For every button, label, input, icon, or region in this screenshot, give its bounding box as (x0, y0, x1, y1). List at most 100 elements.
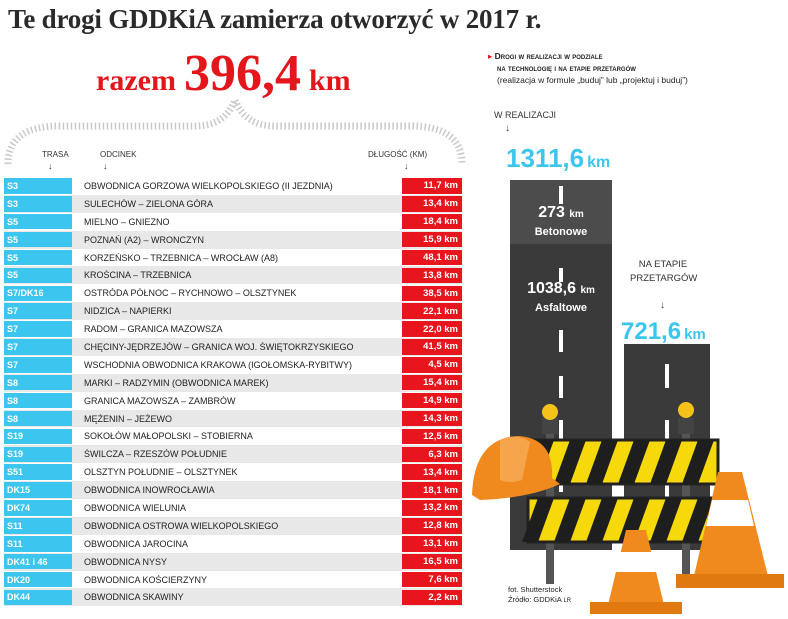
right-heading: ▸ Drogi w realizacji w podziale na techn… (488, 51, 688, 85)
length-value: 7,6 km (402, 571, 462, 588)
construction-illustration (472, 402, 784, 614)
traffic-cone-icon (590, 530, 682, 614)
length-value: 18,1 km (402, 482, 462, 498)
route-badge: S7 (4, 339, 72, 355)
section-name: OBWODNICA GORZOWA WIELKOPOLSKIEGO (II JE… (84, 180, 333, 191)
route-badge: S7 (4, 303, 72, 319)
table-row: S7 CHĘCINY-JĘDRZEJÓW – GRANICA WOJ. ŚWIĘT… (4, 338, 462, 356)
source-note: fot. Shutterstock Źródło: GDDKiA LR (508, 585, 572, 604)
length-value: 13,1 km (402, 536, 462, 552)
section-name: GRANICA MAZOWSZA – ZAMBRÓW (84, 395, 236, 406)
route-badge: S8 (4, 410, 72, 427)
section-name: OSTRÓDA PÓŁNOC – RYCHNOWO – OLSZTYNEK (84, 288, 297, 299)
table-row: S5 KROŚCINA – TRZEBNICA 13,8 km (4, 266, 462, 285)
route-badge: S11 (4, 536, 72, 552)
table-row: S7 RADOM – GRANICA MAZOWSZA 22,0 km (4, 320, 462, 338)
route-badge: S3 (4, 178, 72, 194)
section-name: OBWODNICA SKAWINY (84, 592, 184, 603)
table-row: S5 MIELNO – GNIEZNO 18,4 km (4, 213, 462, 231)
table-row: S5 POZNAŃ (A2) – WRONCZYN 15,9 km (4, 230, 462, 249)
section-name: SOKOŁÓW MAŁOPOLSKI – STOBIERNA (84, 431, 253, 442)
table-row: S19 SOKOŁÓW MAŁOPOLSKI – STOBIERNA 12,5 km (4, 427, 462, 445)
route-badge: S7 (4, 321, 72, 337)
section-name: KROŚCINA – TRZEBNICA (84, 270, 192, 281)
col-header-odcinek: ODCINEK ↓ (100, 150, 137, 171)
length-value: 14,3 km (402, 410, 462, 427)
length-value: 41,5 km (402, 339, 462, 355)
table-row: S8 MĘŻENIN – JEŻEWO 14,3 km (4, 409, 462, 428)
route-badge: S19 (4, 428, 72, 445)
heading-line-1: Drogi w realizacji w podziale (494, 51, 603, 61)
length-value: 15,9 km (402, 231, 462, 248)
table-row: S7 WSCHODNIA OBWODNICA KRAKOWA (IGOŁOMSKA… (4, 356, 462, 374)
table-row: S8 MARKI – RADZYMIN (OBWODNICA MAREK) 15,4… (4, 373, 462, 392)
route-badge: S5 (4, 213, 72, 230)
heading-line-2: na technologię i na etapie przetargów (497, 63, 636, 73)
table-row: S3 SULECHÓW – ZIELONA GÓRA 13,4 km (4, 194, 462, 213)
table-row: S19 ŚWILCZA – RZESZÓW POŁUDNIE 6,3 km (4, 445, 462, 464)
table-row: S3 OBWODNICA GORZOWA WIELKOPOLSKIEGO (II … (4, 177, 462, 195)
length-value: 16,5 km (402, 553, 462, 570)
length-value: 15,4 km (402, 374, 462, 391)
section-name: OBWODNICA OSTROWA WIELKOPOLSKIEGO (84, 520, 279, 531)
length-value: 22,0 km (402, 321, 462, 337)
page-title: Te drogi GDDKiA zamierza otworzyć w 2017… (8, 4, 542, 34)
total-unit: km (308, 64, 351, 97)
route-badge: S8 (4, 374, 72, 391)
section-name: MĘŻENIN – JEŻEWO (84, 413, 173, 424)
route-badge: S8 (4, 392, 72, 409)
route-badge: S7 (4, 357, 72, 373)
route-badge: S5 (4, 267, 72, 284)
table-row: S11 OBWODNICA JAROCINA 13,1 km (4, 535, 462, 553)
table-row: DK20 OBWODNICA KOŚCIERZYNY 7,6 km (4, 571, 462, 589)
table-row: DK41 i 46 OBWODNICA NYSY 16,5 km (4, 552, 462, 571)
length-value: 13,4 km (402, 464, 462, 480)
section-name: NIDZICA – NAPIERKI (84, 306, 172, 317)
route-badge: DK20 (4, 571, 72, 588)
route-badge: S7/DK16 (4, 285, 72, 302)
length-value: 48,1 km (402, 249, 462, 266)
section-name: OLSZTYN POŁUDNIE – OLSZTYNEK (84, 467, 238, 478)
warning-lamp-icon (678, 402, 694, 434)
section-name: SULECHÓW – ZIELONA GÓRA (84, 198, 214, 209)
length-value: 12,5 km (402, 428, 462, 445)
section-name: OBWODNICA JAROCINA (84, 538, 189, 549)
table-row: DK15 OBWODNICA INOWROCŁAWIA 18,1 km (4, 481, 462, 500)
przetargi-label: NA ETAPIE PRZETARGÓW (630, 259, 698, 284)
dotted-brace (4, 96, 466, 165)
length-value: 22,1 km (402, 303, 462, 319)
traffic-cone-icon (676, 472, 784, 588)
down-arrow-icon: ↓ (505, 123, 510, 134)
route-badge: S3 (4, 196, 72, 212)
total-value: 396,4 (183, 45, 301, 102)
section-name: OBWODNICA INOWROCŁAWIA (84, 485, 215, 496)
down-arrow-icon: ↓ (660, 300, 665, 311)
section-name: OBWODNICA NYSY (84, 556, 168, 567)
przetargi-value: 721,6 km (621, 318, 706, 345)
table-row: DK44 OBWODNICA SKAWINY 2,2 km (4, 588, 462, 607)
asfaltowe-text: 1038,6 km Asfaltowe (527, 280, 595, 314)
route-badge: DK41 i 46 (4, 553, 72, 570)
length-value: 6,3 km (402, 446, 462, 463)
length-value: 13,4 km (402, 196, 462, 212)
section-name: ŚWILCZA – RZESZÓW POŁUDNIE (84, 449, 228, 460)
table-row: DK74 OBWODNICA WIELUNIA 13,2 km (4, 499, 462, 517)
table-row: S7 NIDZICA – NAPIERKI 22,1 km (4, 302, 462, 321)
route-badge: DK44 (4, 589, 72, 606)
length-value: 11,7 km (402, 178, 462, 194)
table-row: S51 OLSZTYN POŁUDNIE – OLSZTYNEK 13,4 km (4, 463, 462, 481)
section-name: KORZEŃSKO – TRZEBNICA – WROCŁAW (A8) (84, 252, 279, 263)
length-value: 18,4 km (402, 213, 462, 230)
section-name: MIELNO – GNIEZNO (84, 216, 170, 227)
section-name: RADOM – GRANICA MAZOWSZA (84, 324, 223, 335)
table-row: S7/DK16 OSTRÓDA PÓŁNOC – RYCHNOWO – OLSZT… (4, 284, 462, 302)
w-realizacji-value: 1311,6 km (506, 143, 611, 173)
table-row: S11 OBWODNICA OSTROWA WIELKOPOLSKIEGO 12,8… (4, 516, 462, 535)
betonowe-text: 273 km Betonowe (534, 204, 588, 238)
total-label: razem (96, 64, 176, 97)
route-badge: S5 (4, 231, 72, 248)
length-value: 12,8 km (402, 518, 462, 534)
route-badge: S51 (4, 464, 72, 480)
hard-hat-icon (472, 436, 560, 500)
length-value: 14,9 km (402, 392, 462, 409)
